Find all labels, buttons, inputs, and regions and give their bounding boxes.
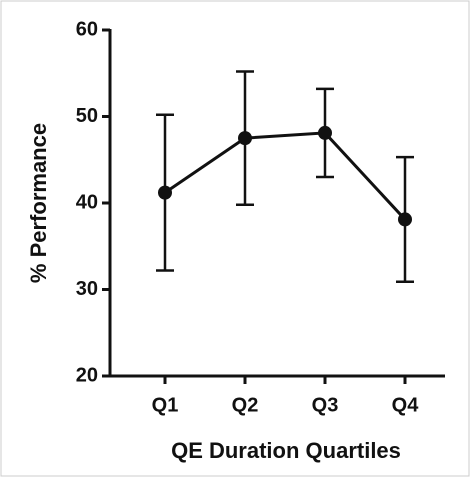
y-tick-label: 60	[76, 18, 98, 40]
line	[164, 131, 407, 221]
x-axis-label: QE Duration Quartiles	[171, 438, 401, 463]
y-tick-label: 30	[76, 278, 98, 300]
point	[238, 131, 252, 146]
x-tick-label: Q3	[312, 394, 339, 416]
point	[158, 185, 172, 200]
x-tick-label: Q1	[152, 394, 179, 416]
y-tick-label: 50	[76, 105, 98, 127]
point	[318, 125, 332, 140]
x-tick-label: Q4	[392, 394, 420, 416]
y-axis-label: % Performance	[26, 123, 51, 283]
y-tick-label: 20	[76, 364, 98, 386]
y-tick-label: 40	[76, 191, 98, 213]
x-tick-label: Q2	[232, 394, 259, 416]
point	[398, 212, 412, 227]
